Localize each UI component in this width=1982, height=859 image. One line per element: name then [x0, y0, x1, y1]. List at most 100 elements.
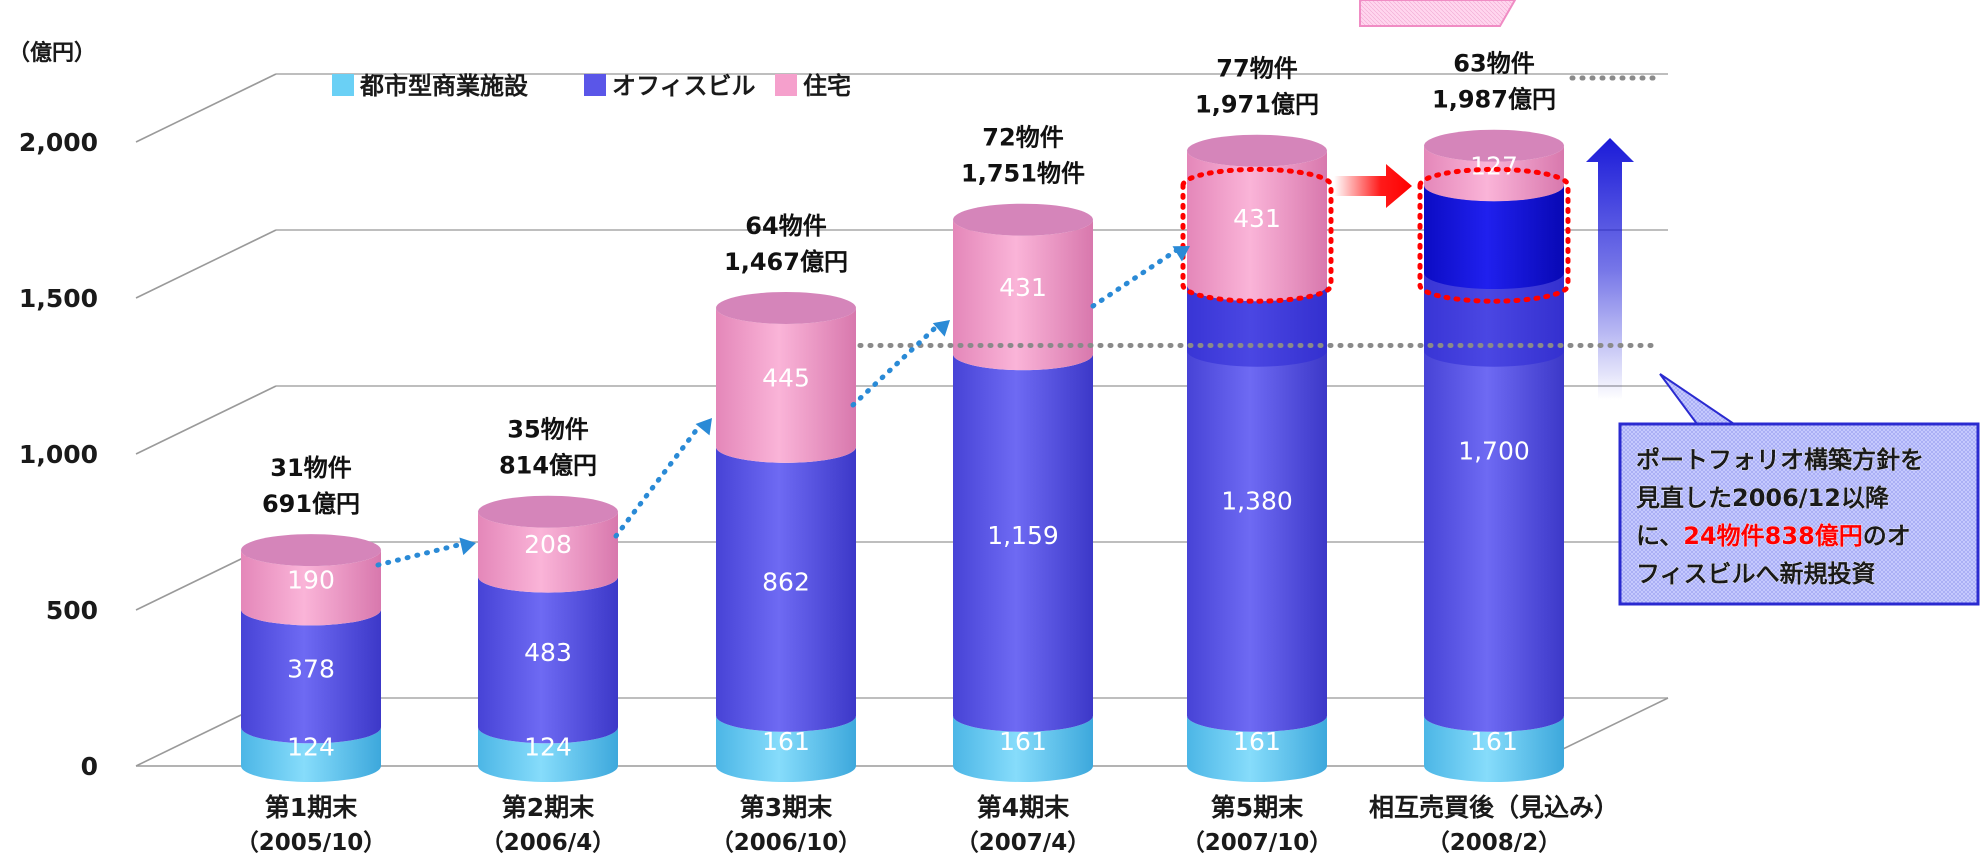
segment-value-label-office: 483 — [524, 638, 572, 667]
trend-arrow-3 — [850, 320, 950, 408]
callout-text-run: ポートフォリオ構築方針を — [1636, 446, 1924, 474]
x-category-label: 第4期末 — [977, 793, 1069, 822]
y-tick-label: 500 — [46, 596, 98, 625]
bar-segment-commercial — [716, 715, 856, 782]
bar-segment-commercial — [1424, 715, 1564, 782]
legend-label-office: オフィスビル — [612, 72, 756, 100]
total-amount-label: 1,467億円 — [724, 248, 848, 276]
segment-value-label-office: 862 — [762, 567, 810, 596]
bar-segment-residential — [953, 203, 1093, 371]
bar-segment-office — [241, 609, 381, 744]
bar-segment-commercial — [1187, 715, 1327, 782]
segment-value-label-residential: 431 — [1233, 204, 1281, 233]
y-axis: 0 500 1,000 1,500 2,000 — [19, 128, 98, 781]
callout-text-run: に、 — [1636, 522, 1683, 550]
x-category-date: （2006/4） — [481, 829, 615, 856]
total-amount-label: 814億円 — [499, 452, 597, 480]
callout-text-run: のオ — [1863, 522, 1911, 550]
legend: 都市型商業施設 オフィスビル 住宅 — [332, 72, 851, 100]
x-category-date: （2005/10） — [236, 829, 386, 856]
callout-text: ポートフォリオ構築方針を見直した2006/12以降に、24物件838億円のオフィ… — [1636, 446, 1924, 588]
bar-segment-residential — [478, 495, 618, 593]
bar-segment-commercial — [478, 727, 618, 782]
bar-segment-residential — [1424, 129, 1564, 202]
legend-swatch-residential — [775, 74, 797, 96]
grid-diagonal — [135, 73, 277, 143]
total-amount-label: 1,971億円 — [1195, 91, 1319, 119]
callout-text-run: フィスビルへ新規投資 — [1636, 560, 1876, 588]
highlight-box-residential — [1180, 166, 1334, 304]
total-count-label: 63物件 — [1453, 50, 1534, 78]
segment-value-label-residential: 127 — [1470, 152, 1518, 181]
y-tick-label: 2,000 — [19, 128, 98, 157]
new-office-segment — [1424, 185, 1564, 290]
bars — [241, 129, 1564, 782]
segment-value-label-residential: 431 — [999, 273, 1047, 302]
trend-arrow-4 — [1090, 246, 1190, 309]
y-tick-label: 1,000 — [19, 440, 98, 469]
grid-diagonal — [135, 385, 277, 455]
x-category-date: （2006/10） — [711, 829, 861, 856]
segment-value-label-residential: 190 — [287, 566, 335, 595]
total-count-label: 64物件 — [745, 212, 826, 240]
x-category-date: （2007/10） — [1182, 829, 1332, 856]
total-amount-label: 691億円 — [262, 490, 360, 518]
highlight-box-new-office — [1417, 166, 1571, 304]
x-category-date: （2007/4） — [956, 829, 1090, 856]
segment-value-label-commercial: 124 — [287, 733, 335, 762]
bar-segment-commercial — [953, 715, 1093, 782]
bar-segment-office — [953, 354, 1093, 732]
callout-box — [1618, 422, 1980, 606]
y-tick-label: 0 — [81, 752, 98, 781]
bar-segment-residential — [1187, 134, 1327, 302]
segment-value-label-office: 378 — [287, 654, 335, 683]
legend-swatch-commercial — [332, 74, 354, 96]
x-category-label: 第5期末 — [1211, 793, 1303, 822]
x-category-date: （2008/2） — [1427, 829, 1561, 856]
total-count-label: 35物件 — [507, 416, 588, 444]
bar-segment-residential — [716, 291, 856, 463]
bar-segment-office — [1187, 285, 1327, 732]
new-office-investment-callout: ポートフォリオ構築方針を見直した2006/12以降に、24物件838億円のオフィ… — [1618, 373, 1980, 606]
trend-arrow-1 — [375, 537, 476, 568]
x-category-label: 第3期末 — [740, 793, 832, 822]
blue-up-arrow-icon — [1586, 138, 1634, 400]
bar-segment-residential — [241, 534, 381, 626]
bar-segment-commercial — [241, 727, 381, 782]
total-count-label: 72物件 — [982, 124, 1063, 152]
segment-value-label-commercial: 161 — [999, 727, 1047, 756]
bar-segment-office — [478, 576, 618, 744]
segment-value-label-commercial: 161 — [762, 727, 810, 756]
x-category-label: 第1期末 — [265, 793, 357, 822]
bar-segment-office — [716, 446, 856, 732]
y-tick-label: 1,500 — [19, 284, 98, 313]
segment-value-label-office: 1,700 — [1458, 437, 1530, 466]
total-amount-label: 1,751物件 — [961, 160, 1085, 188]
trend-arrow-2 — [613, 418, 712, 539]
segment-value-label-commercial: 161 — [1233, 727, 1281, 756]
callout-text-run: 見直した2006/12以降 — [1636, 484, 1890, 512]
legend-label-commercial: 都市型商業施設 — [359, 72, 529, 100]
segment-value-label-residential: 445 — [762, 363, 810, 392]
segment-value-label-office: 1,159 — [987, 521, 1059, 550]
segment-value-label-commercial: 161 — [1470, 727, 1518, 756]
segment-value-label-commercial: 124 — [524, 733, 572, 762]
callout-pointer — [1659, 373, 1744, 429]
segment-value-label-residential: 208 — [524, 530, 572, 559]
y-axis-unit-label: （億円） — [8, 40, 96, 66]
total-amount-label: 1,987億円 — [1432, 86, 1556, 114]
x-category-label: 相互売買後（見込み） — [1369, 793, 1619, 822]
overlays — [375, 75, 1663, 568]
legend-swatch-office — [584, 74, 606, 96]
segment-value-label-office: 1,380 — [1221, 486, 1293, 515]
legend-label-residential: 住宅 — [803, 72, 851, 100]
pink-callout-fragment — [1359, 0, 1517, 27]
total-count-label: 31物件 — [270, 454, 351, 482]
red-arrow-icon — [1334, 164, 1412, 208]
callout-text-run: 24物件838億円 — [1683, 522, 1863, 550]
grid-diagonal — [135, 229, 277, 299]
total-count-label: 77物件 — [1216, 55, 1297, 83]
x-category-label: 第2期末 — [502, 793, 594, 822]
